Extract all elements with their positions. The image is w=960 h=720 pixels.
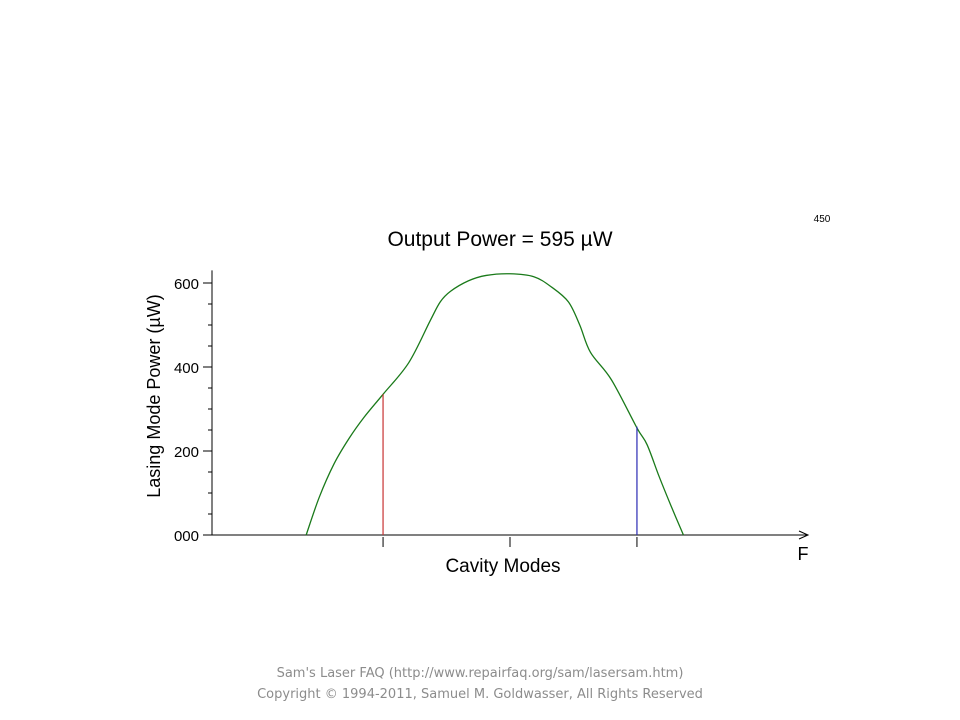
x-axis-arrow [798, 530, 810, 540]
x-ticks [382, 537, 638, 547]
footer-copyright: Copyright © 1994-2011, Samuel M. Goldwas… [257, 687, 703, 702]
y-tick-label: 200 [174, 444, 199, 461]
y-ticks: 000 200 400 600 [174, 276, 212, 545]
chart-title: Output Power = 595 µW [387, 228, 612, 251]
mode-lines [382, 394, 638, 535]
axes [211, 270, 810, 540]
y-tick-label: 000 [174, 528, 199, 545]
x-axis-symbol: F [798, 544, 809, 564]
x-axis-label: Cavity Modes [445, 556, 560, 577]
y-tick-label: 400 [174, 360, 199, 377]
gain-curve [305, 273, 685, 536]
footer-source: Sam's Laser FAQ (http://www.repairfaq.or… [276, 666, 684, 681]
y-tick-label: 600 [174, 276, 199, 293]
y-axis-label: Lasing Mode Power (µW) [144, 294, 164, 497]
corner-label: 450 [814, 214, 831, 225]
